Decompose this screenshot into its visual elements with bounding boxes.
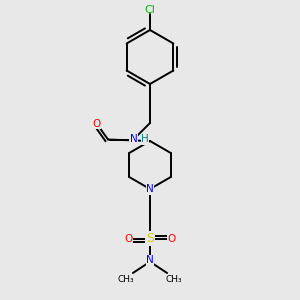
Text: CH₃: CH₃ <box>118 274 134 284</box>
Text: N: N <box>130 134 137 145</box>
Text: O: O <box>124 233 133 244</box>
Text: H: H <box>141 134 149 145</box>
Text: CH₃: CH₃ <box>166 274 182 284</box>
Text: O: O <box>92 119 101 129</box>
Text: S: S <box>146 232 154 245</box>
Text: Cl: Cl <box>145 4 155 15</box>
Text: O: O <box>167 233 176 244</box>
Text: N: N <box>146 255 154 265</box>
Text: N: N <box>146 184 154 194</box>
